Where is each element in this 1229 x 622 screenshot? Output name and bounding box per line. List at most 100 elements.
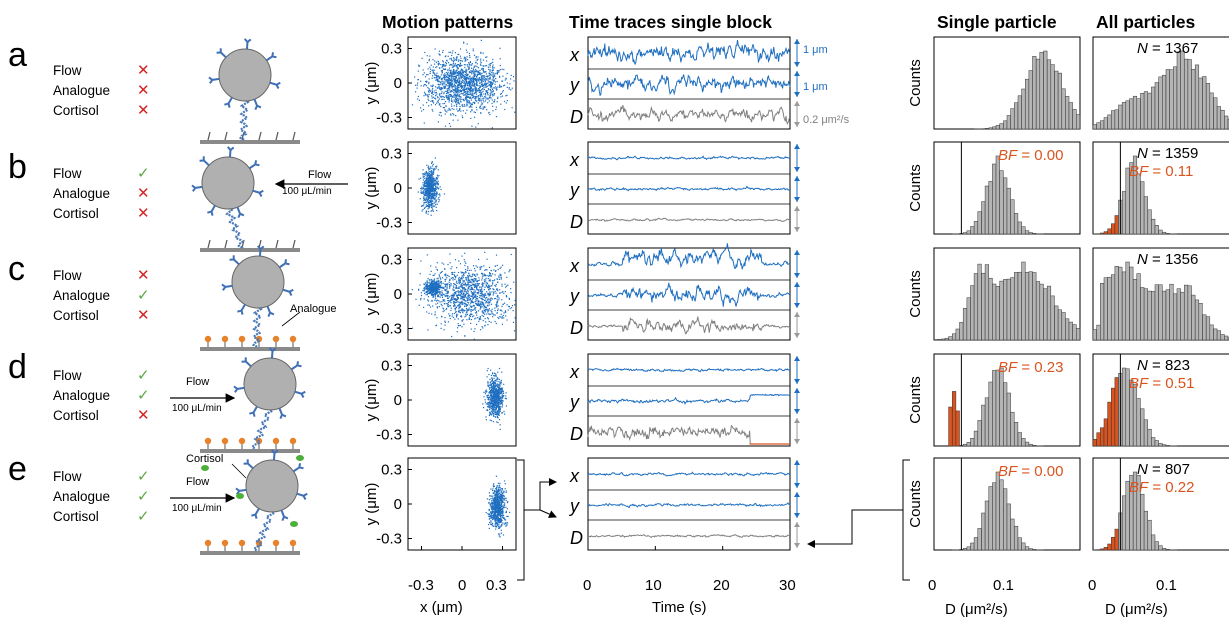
scatter-point [496, 378, 498, 380]
scatter-point [472, 298, 474, 300]
scatter-point [459, 309, 461, 311]
scatter-point [499, 409, 501, 411]
scatter-point [439, 195, 441, 197]
scatter-point [492, 73, 494, 75]
scatter-point [429, 292, 431, 294]
scatter-point [454, 80, 456, 82]
scatter-point [488, 77, 490, 79]
scatter-point [428, 304, 430, 306]
scatter-point [480, 84, 483, 86]
scatter-point [479, 105, 481, 107]
scatter-point [496, 70, 498, 72]
scatter-point [444, 284, 447, 286]
scatter-point [455, 91, 457, 93]
scatter-point [482, 85, 484, 87]
scatter-point [479, 106, 481, 108]
scatter-point [447, 81, 449, 83]
scatter-point [483, 70, 485, 72]
scatter-point [466, 299, 468, 301]
scatter-point [472, 292, 474, 294]
scatter-point [453, 58, 455, 60]
scatter-point [437, 75, 439, 77]
scatter-point [459, 77, 461, 79]
scatter-point [512, 76, 515, 78]
scatter-point [449, 301, 451, 303]
scatter-point [430, 166, 432, 168]
scatter-point [447, 69, 449, 71]
scatter-point [501, 402, 503, 404]
scatter-point [491, 389, 493, 391]
scatter-point [486, 269, 488, 271]
scatter-point [486, 285, 488, 287]
scatter-point [480, 266, 482, 268]
scatter-point [441, 277, 444, 279]
scatter-point [496, 300, 499, 302]
scatter-point [513, 330, 516, 332]
scatter-point [448, 281, 450, 283]
scatter-point [438, 283, 440, 285]
scatter-point [471, 282, 473, 284]
scatter-point [487, 82, 489, 84]
scatter-point [481, 266, 483, 268]
scatter-point [479, 93, 481, 95]
scatter-point [426, 74, 428, 76]
scatter-point [429, 289, 431, 291]
scatter-point [429, 177, 431, 179]
scatter-point [497, 413, 499, 415]
scatter-point [454, 301, 457, 304]
scatter-point [482, 68, 484, 70]
scatter-point [453, 60, 455, 62]
scatter-point [424, 288, 426, 290]
scatter-point [468, 88, 470, 90]
scatter-point [432, 71, 434, 73]
scatter-point [496, 89, 498, 91]
scatter-point [431, 292, 433, 294]
scatter-point [478, 303, 480, 305]
scatter-point [478, 71, 480, 73]
scatter-point [482, 99, 484, 101]
scatter-point [489, 274, 491, 276]
scatter-point [445, 278, 447, 280]
scatter-point [459, 79, 461, 81]
scatter-point [426, 254, 428, 256]
scatter-point [432, 291, 434, 293]
scatter-point [448, 296, 451, 298]
scatter-point [475, 284, 477, 286]
scatter-point [444, 101, 447, 103]
scatter-point [467, 283, 469, 285]
scatter-point [497, 371, 499, 373]
analogue-annotation: Analogue [290, 303, 337, 315]
scatter-point [464, 76, 466, 78]
scatter-point [487, 287, 489, 289]
scatter-point [490, 405, 492, 407]
scatter-point [447, 263, 449, 266]
scatter-point [464, 86, 466, 88]
scatter-point [462, 272, 465, 274]
scatter-point [457, 290, 459, 292]
scatter-point [466, 281, 468, 283]
scatter-point [437, 96, 439, 98]
scatter-point [492, 61, 494, 63]
scatter-point [465, 305, 468, 307]
scatter-point [422, 175, 424, 177]
scatter-point [485, 91, 487, 93]
scatter-point [470, 322, 472, 324]
scatter-point [501, 389, 503, 391]
scatter-point [439, 77, 441, 79]
scatter-point [435, 280, 437, 282]
scatter-point [429, 284, 431, 286]
scatter-point [484, 286, 486, 288]
scatter-point [492, 105, 494, 107]
scatter-point [440, 327, 442, 329]
scatter-point [430, 85, 432, 87]
scatter-point [438, 296, 440, 298]
scatter-point [488, 289, 490, 291]
scatter-point [461, 275, 463, 277]
scatter-point [429, 287, 431, 289]
scatter-point [498, 502, 501, 504]
scatter-point [450, 90, 452, 92]
scatter-point [470, 280, 472, 283]
scatter-point [434, 296, 436, 298]
scatter-point [427, 98, 429, 100]
scatter-point [433, 278, 436, 280]
